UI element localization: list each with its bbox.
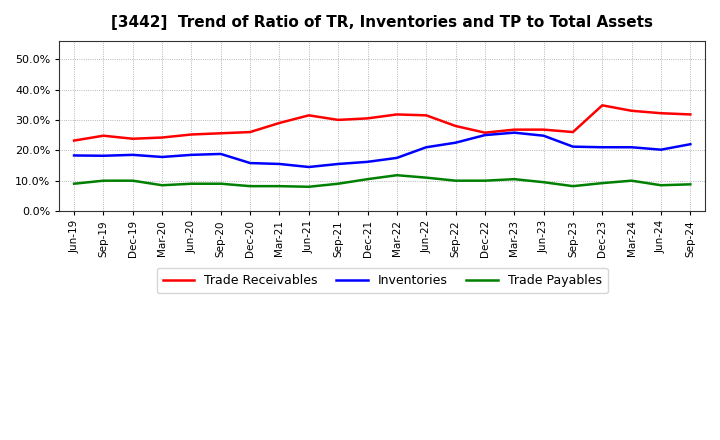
Inventories bbox=[70, 153, 78, 158]
Trade Payables bbox=[217, 181, 225, 187]
Trade Receivables bbox=[305, 113, 313, 118]
Trade Receivables bbox=[217, 131, 225, 136]
Trade Receivables bbox=[627, 108, 636, 114]
Trade Receivables bbox=[686, 112, 695, 117]
Trade Payables bbox=[305, 184, 313, 189]
Inventories bbox=[246, 161, 254, 166]
Inventories bbox=[451, 140, 460, 145]
Inventories bbox=[187, 152, 196, 158]
Trade Receivables bbox=[158, 135, 166, 140]
Trade Payables bbox=[451, 178, 460, 183]
Trade Receivables bbox=[363, 116, 372, 121]
Trade Receivables bbox=[451, 123, 460, 128]
Trade Receivables bbox=[510, 127, 518, 132]
Inventories bbox=[422, 145, 431, 150]
Trade Payables bbox=[275, 183, 284, 189]
Inventories bbox=[363, 159, 372, 165]
Line: Inventories: Inventories bbox=[74, 133, 690, 167]
Inventories bbox=[275, 161, 284, 167]
Inventories bbox=[598, 145, 607, 150]
Inventories bbox=[217, 151, 225, 157]
Trade Receivables bbox=[598, 103, 607, 108]
Trade Payables bbox=[510, 176, 518, 182]
Trade Payables bbox=[363, 176, 372, 182]
Trade Receivables bbox=[569, 129, 577, 135]
Inventories bbox=[305, 165, 313, 170]
Legend: Trade Receivables, Inventories, Trade Payables: Trade Receivables, Inventories, Trade Pa… bbox=[157, 268, 608, 293]
Title: [3442]  Trend of Ratio of TR, Inventories and TP to Total Assets: [3442] Trend of Ratio of TR, Inventories… bbox=[111, 15, 653, 30]
Trade Payables bbox=[657, 183, 665, 188]
Trade Receivables bbox=[334, 117, 343, 123]
Trade Receivables bbox=[657, 110, 665, 116]
Trade Receivables bbox=[480, 130, 489, 136]
Trade Payables bbox=[128, 178, 137, 183]
Inventories bbox=[128, 152, 137, 158]
Trade Payables bbox=[422, 175, 431, 180]
Inventories bbox=[392, 155, 401, 161]
Trade Payables bbox=[99, 178, 108, 183]
Trade Receivables bbox=[99, 133, 108, 138]
Inventories bbox=[539, 133, 548, 138]
Trade Payables bbox=[627, 178, 636, 183]
Inventories bbox=[510, 130, 518, 136]
Trade Receivables bbox=[422, 113, 431, 118]
Trade Receivables bbox=[392, 112, 401, 117]
Trade Receivables bbox=[70, 138, 78, 143]
Trade Receivables bbox=[187, 132, 196, 137]
Trade Receivables bbox=[275, 120, 284, 125]
Trade Payables bbox=[70, 181, 78, 187]
Trade Payables bbox=[539, 180, 548, 185]
Inventories bbox=[569, 144, 577, 149]
Inventories bbox=[480, 132, 489, 138]
Trade Payables bbox=[686, 182, 695, 187]
Trade Receivables bbox=[246, 129, 254, 135]
Trade Payables bbox=[598, 180, 607, 186]
Inventories bbox=[686, 142, 695, 147]
Inventories bbox=[627, 145, 636, 150]
Line: Trade Payables: Trade Payables bbox=[74, 175, 690, 187]
Trade Payables bbox=[158, 183, 166, 188]
Trade Payables bbox=[246, 183, 254, 189]
Trade Receivables bbox=[128, 136, 137, 141]
Inventories bbox=[657, 147, 665, 152]
Trade Payables bbox=[187, 181, 196, 187]
Trade Payables bbox=[392, 172, 401, 178]
Trade Receivables bbox=[539, 127, 548, 132]
Inventories bbox=[99, 153, 108, 158]
Inventories bbox=[158, 154, 166, 160]
Trade Payables bbox=[480, 178, 489, 183]
Trade Payables bbox=[334, 181, 343, 187]
Inventories bbox=[334, 161, 343, 167]
Trade Payables bbox=[569, 183, 577, 189]
Line: Trade Receivables: Trade Receivables bbox=[74, 105, 690, 140]
